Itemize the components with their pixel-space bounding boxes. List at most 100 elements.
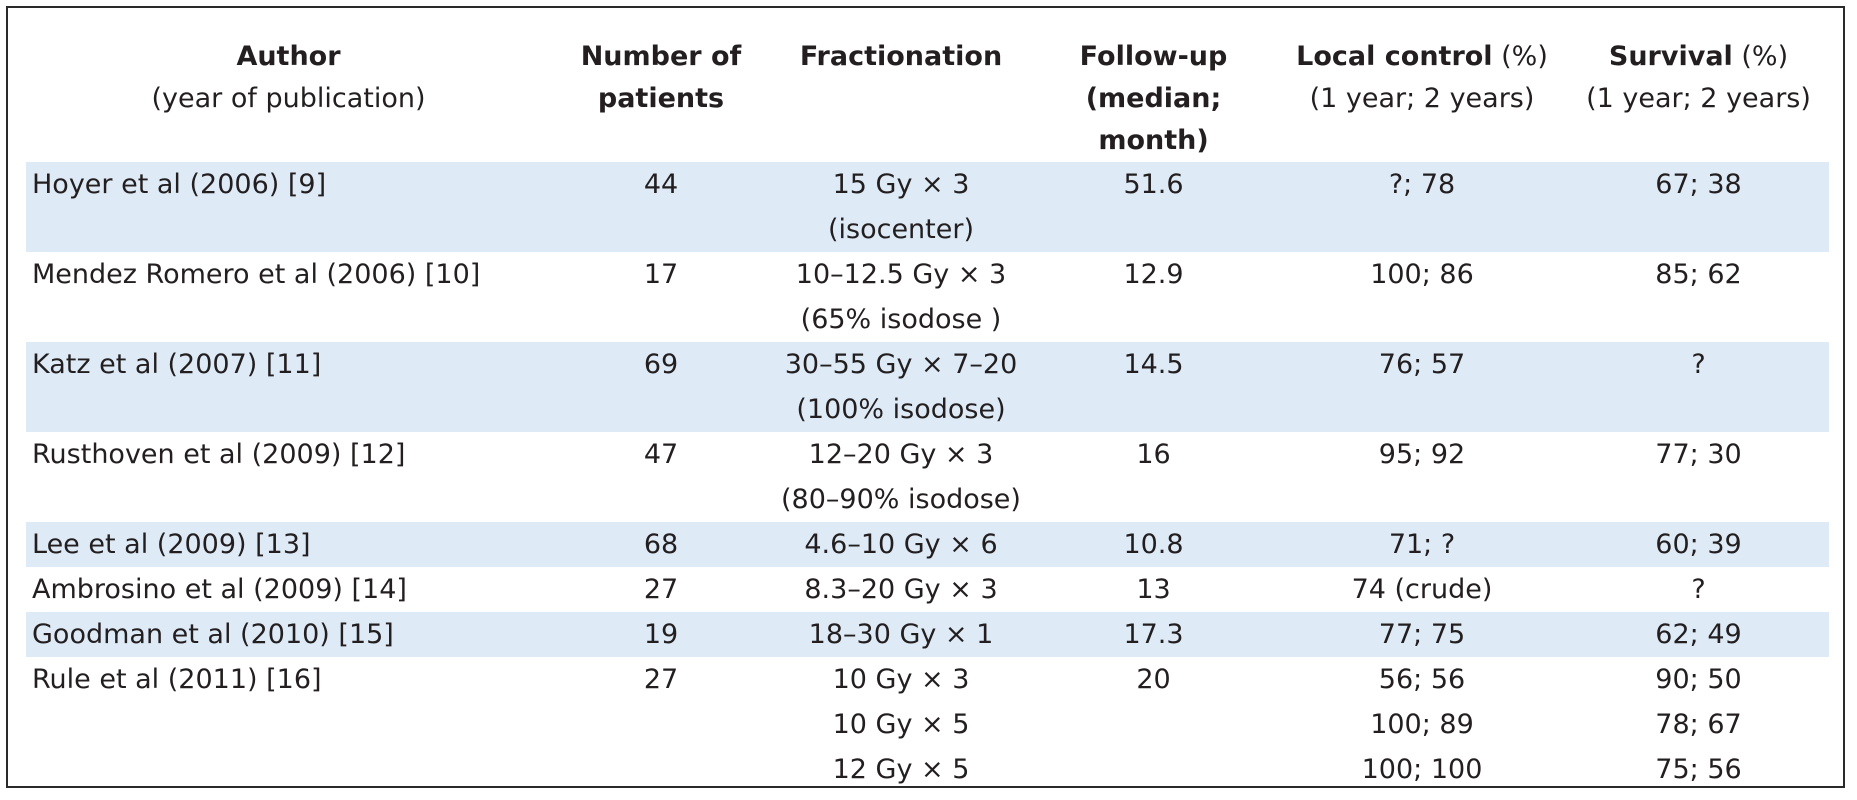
cell-survival-line: 78; 67 <box>1655 709 1742 740</box>
col-header-survival: Survival (%) (1 year; 2 years) <box>1568 28 1829 162</box>
cell-survival-line: 90; 50 <box>1655 664 1742 695</box>
cell-survival: 77; 30 <box>1568 432 1829 522</box>
cell-survival: 85; 62 <box>1568 252 1829 342</box>
header-author-title: Author <box>236 41 341 72</box>
cell-local-control-line: 77; 75 <box>1378 619 1466 650</box>
cell-author: Goodman et al (2010) [15] <box>26 612 551 657</box>
cell-local-control: 71; ? <box>1276 522 1568 567</box>
cell-survival: ? <box>1568 342 1829 432</box>
cell-survival-line: ? <box>1691 574 1706 605</box>
header-local-control-main: Local control <box>1296 41 1493 72</box>
cell-local-control-line: 74 (crude) <box>1351 574 1493 605</box>
col-header-followup: Follow-up (median; month) <box>1031 28 1276 162</box>
cell-author: Hoyer et al (2006) [9] <box>26 162 551 252</box>
header-row: Author (year of publication) Number of p… <box>26 28 1829 162</box>
cell-local-control-line: 71; ? <box>1388 529 1456 560</box>
header-survival-sub: (1 year; 2 years) <box>1586 83 1811 114</box>
cell-patients: 17 <box>643 259 679 290</box>
table-body: Hoyer et al (2006) [9] 44 15 Gy × 3 (isocen… <box>26 162 1829 792</box>
cell-local-control: ?; 78 <box>1276 162 1568 252</box>
cell-fractionation-line: 12 Gy × 5 <box>832 754 970 785</box>
table-row: Hoyer et al (2006) [9] 44 15 Gy × 3 (isocen… <box>26 162 1829 252</box>
header-fractionation-title: Fractionation <box>799 41 1003 72</box>
cell-local-control-line: 76; 57 <box>1378 349 1466 380</box>
cell-fractionation: 18–30 Gy × 1 <box>771 612 1031 657</box>
cell-fractionation-line: 8.3–20 Gy × 3 <box>804 574 998 605</box>
cell-followup: 12.9 <box>1123 259 1184 290</box>
cell-survival-line: 67; 38 <box>1655 169 1742 200</box>
cell-fractionation-line: 18–30 Gy × 1 <box>808 619 994 650</box>
cell-patients: 27 <box>643 574 679 605</box>
table-header: Author (year of publication) Number of p… <box>26 28 1829 162</box>
cell-survival: 62; 49 <box>1568 612 1829 657</box>
cell-local-control: 95; 92 <box>1276 432 1568 522</box>
cell-fractionation-line: 12–20 Gy × 3 <box>808 439 994 470</box>
cell-fractionation-line: 10–12.5 Gy × 3 <box>795 259 1007 290</box>
cell-local-control-line: ?; 78 <box>1388 169 1456 200</box>
cell-survival-line: ? <box>1691 349 1706 380</box>
cell-followup: 51.6 <box>1031 162 1276 252</box>
table-row: Mendez Romero et al (2006) [10] 17 10–12.5… <box>26 252 1829 342</box>
header-patients-line1: Number of <box>580 41 742 72</box>
col-header-local-control: Local control (%) (1 year; 2 years) <box>1276 28 1568 162</box>
header-local-control-title: Local control (%) <box>1280 36 1564 78</box>
cell-followup: 13 <box>1136 574 1171 605</box>
cell-followup: 16 <box>1136 439 1171 470</box>
cell-fractionation: 12–20 Gy × 3 (80–90% isodose) <box>771 432 1031 522</box>
cell-followup: 10.8 <box>1031 522 1276 567</box>
cell-survival: ? <box>1568 567 1829 612</box>
cell-fractionation: 10 Gy × 3 10 Gy × 5 12 Gy × 5 <box>771 657 1031 792</box>
cell-fractionation-line: (80–90% isodose) <box>781 484 1021 515</box>
cell-local-control: 56; 56 100; 89 100; 100 <box>1276 657 1568 792</box>
cell-patients: 47 <box>643 439 679 470</box>
cell-followup: 14.5 <box>1031 342 1276 432</box>
cell-fractionation-line: (isocenter) <box>827 214 975 245</box>
table-frame: Author (year of publication) Number of p… <box>6 6 1845 788</box>
cell-fractionation-line: (100% isodose) <box>796 394 1006 425</box>
cell-local-control: 76; 57 <box>1276 342 1568 432</box>
cell-local-control-line: 100; 86 <box>1370 259 1474 290</box>
cell-fractionation: 8.3–20 Gy × 3 <box>771 567 1031 612</box>
cell-local-control-line: 100; 89 <box>1370 709 1474 740</box>
cell-followup: 20 <box>1136 664 1171 695</box>
cell-local-control-line: 95; 92 <box>1378 439 1466 470</box>
cell-survival-line: 77; 30 <box>1655 439 1742 470</box>
col-header-fractionation: Fractionation <box>771 28 1031 162</box>
cell-local-control-line: 100; 100 <box>1361 754 1483 785</box>
header-author-sub: (year of publication) <box>151 83 426 114</box>
cell-fractionation-line: 4.6–10 Gy × 6 <box>804 529 998 560</box>
cell-local-control: 100; 86 <box>1276 252 1568 342</box>
col-header-patients: Number of patients <box>551 28 771 162</box>
cell-survival-line: 60; 39 <box>1655 529 1742 560</box>
cell-patients: 27 <box>643 664 679 695</box>
cell-fractionation-line: 10 Gy × 5 <box>832 709 970 740</box>
cell-survival: 67; 38 <box>1568 162 1829 252</box>
cell-fractionation-line: 30–55 Gy × 7–20 <box>784 349 1018 380</box>
cell-fractionation: 4.6–10 Gy × 6 <box>771 522 1031 567</box>
table-row: Lee et al (2009) [13] 68 4.6–10 Gy × 6 10.8… <box>26 522 1829 567</box>
cell-fractionation-line: 15 Gy × 3 <box>832 169 970 200</box>
sbrt-results-table: Author (year of publication) Number of p… <box>26 28 1829 792</box>
header-followup-sub: (median; month) <box>1085 83 1222 156</box>
cell-survival: 90; 50 78; 67 75; 56 <box>1568 657 1829 792</box>
cell-fractionation-line: (65% isodose ) <box>800 304 1002 335</box>
cell-survival: 60; 39 <box>1568 522 1829 567</box>
header-followup-title: Follow-up <box>1079 41 1228 72</box>
cell-fractionation: 15 Gy × 3 (isocenter) <box>771 162 1031 252</box>
cell-author: Lee et al (2009) [13] <box>26 522 551 567</box>
header-survival-unit: (%) <box>1732 41 1789 72</box>
header-local-control-sub: (1 year; 2 years) <box>1309 83 1535 114</box>
cell-local-control: 77; 75 <box>1276 612 1568 657</box>
cell-local-control-line: 56; 56 <box>1378 664 1466 695</box>
cell-patients: 69 <box>551 342 771 432</box>
cell-fractionation: 10–12.5 Gy × 3 (65% isodose ) <box>771 252 1031 342</box>
header-survival-main: Survival <box>1608 41 1733 72</box>
cell-author: Rule et al (2011) [16] <box>32 664 322 695</box>
table-row: Rusthoven et al (2009) [12] 47 12–20 Gy × … <box>26 432 1829 522</box>
cell-fractionation-line: 10 Gy × 3 <box>832 664 970 695</box>
table-row: Rule et al (2011) [16] 27 10 Gy × 3 10 Gy ×… <box>26 657 1829 792</box>
cell-followup: 17.3 <box>1031 612 1276 657</box>
cell-local-control: 74 (crude) <box>1276 567 1568 612</box>
table-row: Goodman et al (2010) [15] 19 18–30 Gy × 1 1… <box>26 612 1829 657</box>
cell-fractionation: 30–55 Gy × 7–20 (100% isodose) <box>771 342 1031 432</box>
